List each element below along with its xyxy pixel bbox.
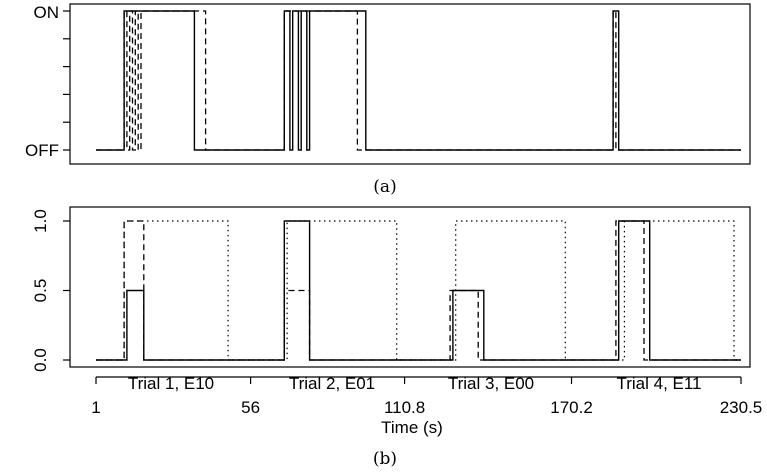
panel-b-x-axis-title: Time (s) bbox=[381, 418, 443, 437]
trial-label-4: Trial 4, E11 bbox=[616, 374, 701, 393]
panel-a-y-ticks bbox=[63, 10, 70, 151]
panel-b-x-tick-label: 230.5 bbox=[720, 398, 763, 417]
panel-b-x-axis: 1 56 110.8 170.2 230.5 bbox=[91, 376, 763, 417]
panel-a-y-tick-label-on: ON bbox=[34, 3, 60, 22]
panel-a: ON OFF (a) bbox=[25, 3, 751, 197]
panel-a-series-solid bbox=[96, 10, 741, 151]
panel-b-y-tick-label: 0.5 bbox=[31, 279, 50, 303]
panel-b-series-dashed bbox=[96, 220, 741, 361]
panel-a-series bbox=[96, 10, 741, 151]
panel-b: 0.0 0.5 1.0 1 56 110.8 170.2 230.5 Trial 1, E1… bbox=[31, 206, 763, 469]
panel-b-frame bbox=[69, 206, 751, 368]
panel-b-y-tick-label: 0.0 bbox=[31, 348, 50, 372]
panel-a-series-dashed bbox=[96, 10, 741, 151]
panel-b-series-dotted bbox=[96, 220, 741, 361]
panel-a-frame bbox=[69, 3, 751, 165]
trial-label-3: Trial 3, E00 bbox=[448, 374, 534, 393]
panel-b-x-tick-label: 170.2 bbox=[550, 398, 593, 417]
trial-label-2: Trial 2, E01 bbox=[289, 374, 375, 393]
panel-b-y-ticks: 0.0 0.5 1.0 bbox=[31, 209, 70, 372]
panel-b-series bbox=[96, 220, 741, 361]
trial-label-1: Trial 1, E10 bbox=[128, 374, 214, 393]
panel-b-y-tick-label: 1.0 bbox=[31, 209, 50, 233]
panel-b-x-tick-label: 1 bbox=[91, 398, 100, 417]
panel-b-x-tick-label: 110.8 bbox=[384, 398, 425, 417]
panel-a-y-tick-label-off: OFF bbox=[25, 141, 59, 160]
panel-b-caption: (b) bbox=[373, 449, 397, 469]
panel-a-caption: (a) bbox=[373, 177, 396, 197]
panel-b-x-tick-label: 56 bbox=[241, 398, 260, 417]
